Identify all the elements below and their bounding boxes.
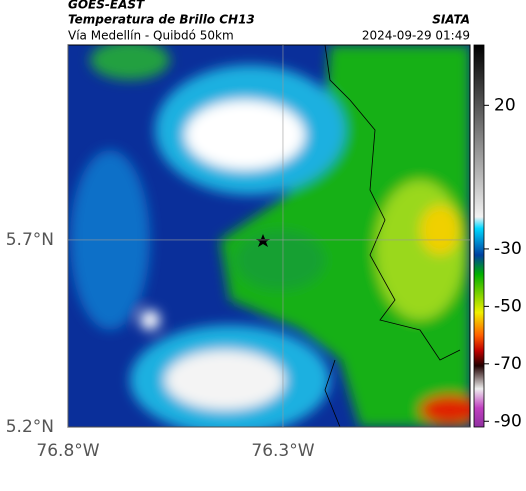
- colorbar-tick-label: -70: [494, 354, 522, 374]
- region: Vía Medellín - Quibdó 50km: [68, 29, 234, 43]
- y-tick-label: 5.7°N: [6, 230, 54, 250]
- location-star: [256, 234, 270, 247]
- y-tick-label: 5.2°N: [6, 417, 54, 437]
- timestamp: 2024-09-29 01:49: [362, 29, 470, 43]
- brightness-field: [68, 45, 470, 427]
- colorbar-tick-label: -30: [494, 239, 522, 259]
- colorbar-tick-label: -50: [494, 296, 522, 316]
- source: SIATA: [432, 13, 470, 27]
- colorbar: [473, 44, 485, 428]
- x-tick-label: 76.8°W: [36, 441, 99, 461]
- colorbar-tick-label: 20: [494, 95, 516, 115]
- x-tick-label: 76.3°W: [251, 441, 314, 461]
- product: Temperatura de Brillo CH13: [68, 13, 255, 27]
- satellite: GOES-EAST: [68, 0, 145, 12]
- colorbar-tick-label: -90: [494, 411, 522, 431]
